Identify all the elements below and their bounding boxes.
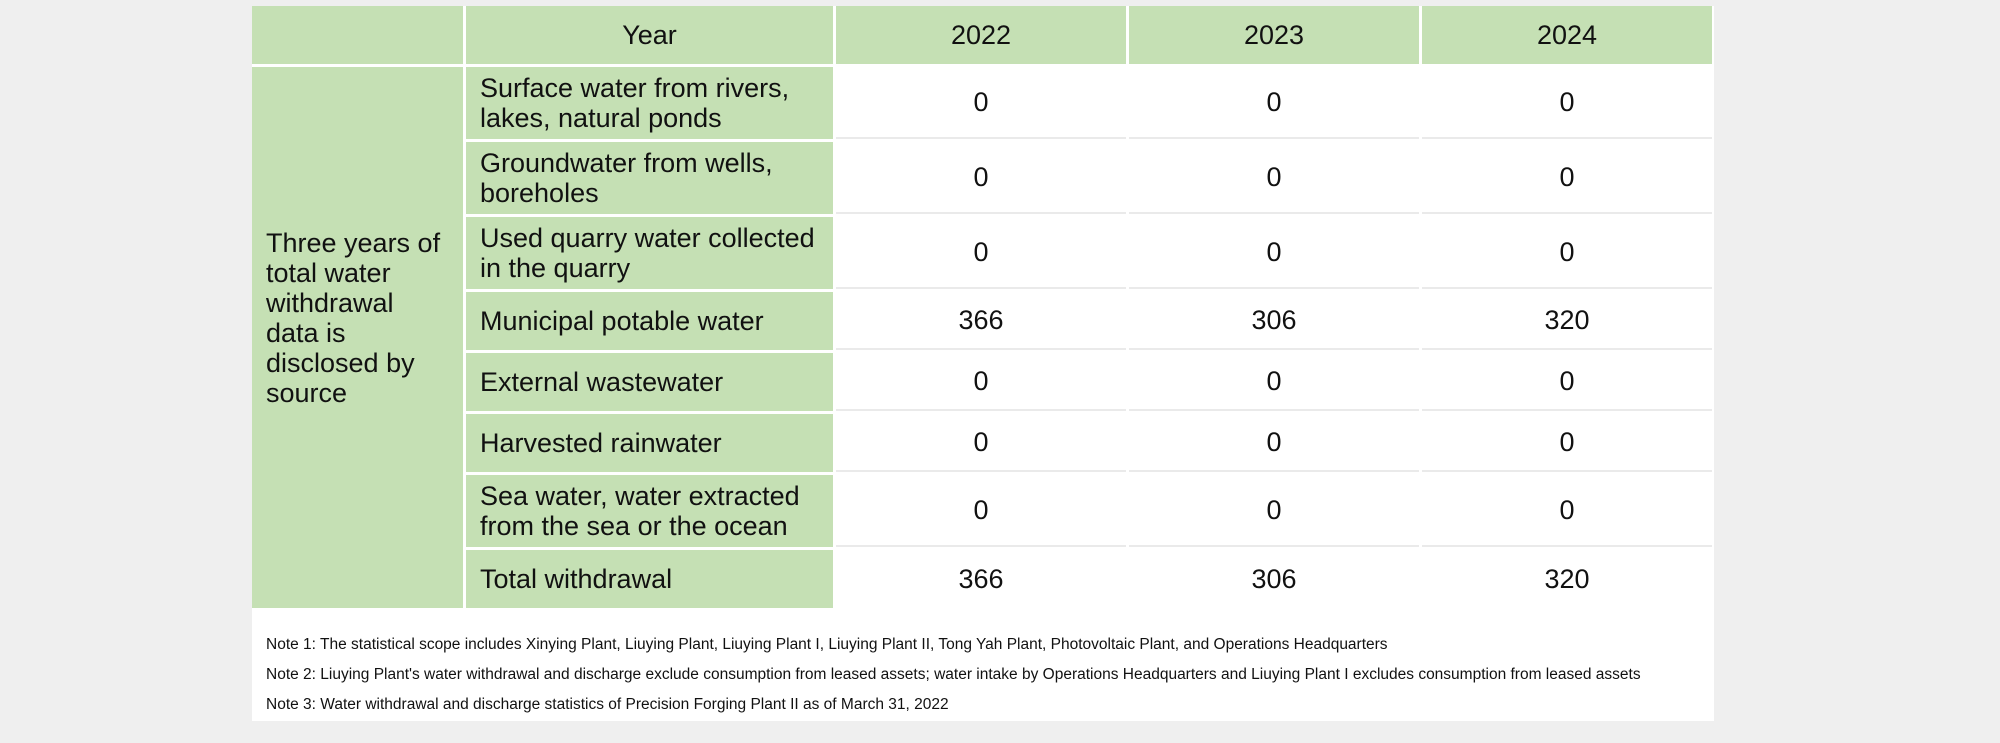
value-cell: 0 <box>1129 67 1419 139</box>
row-label: Used quarry water collected in the quarr… <box>466 217 833 289</box>
header-year-label: Year <box>466 6 833 64</box>
table-row: Harvested rainwater 0 0 0 <box>252 414 1712 472</box>
value-cell: 0 <box>836 475 1126 547</box>
side-label: Three years of total water withdrawal da… <box>252 67 463 608</box>
value-cell: 0 <box>836 142 1126 214</box>
value-cell: 320 <box>1422 292 1712 350</box>
value-cell: 306 <box>1129 292 1419 350</box>
row-label: Sea water, water extracted from the sea … <box>466 475 833 547</box>
footnotes: Note 1: The statistical scope includes X… <box>266 630 1641 720</box>
water-withdrawal-panel: Year 2022 2023 2024 Three years of total… <box>252 6 1714 721</box>
row-label: Municipal potable water <box>466 292 833 350</box>
row-label: Groundwater from wells, boreholes <box>466 142 833 214</box>
value-cell: 0 <box>1129 217 1419 289</box>
value-cell: 0 <box>1129 414 1419 472</box>
row-label: Harvested rainwater <box>466 414 833 472</box>
value-cell: 0 <box>1422 217 1712 289</box>
value-cell: 0 <box>836 67 1126 139</box>
table-row: Used quarry water collected in the quarr… <box>252 217 1712 289</box>
header-year-2022: 2022 <box>836 6 1126 64</box>
row-label: Total withdrawal <box>466 550 833 608</box>
value-cell: 0 <box>836 353 1126 411</box>
table-header-row: Year 2022 2023 2024 <box>252 6 1712 64</box>
note-1: Note 1: The statistical scope includes X… <box>266 636 1388 653</box>
value-cell: 320 <box>1422 550 1712 608</box>
value-cell: 0 <box>1422 414 1712 472</box>
table-row: Municipal potable water 366 306 320 <box>252 292 1712 350</box>
value-cell: 0 <box>1422 353 1712 411</box>
header-corner-cell <box>252 6 463 64</box>
note-2: Note 2: Liuying Plant's water withdrawal… <box>266 666 1641 683</box>
row-label: Surface water from rivers, lakes, natura… <box>466 67 833 139</box>
value-cell: 0 <box>1129 142 1419 214</box>
value-cell: 0 <box>836 414 1126 472</box>
table-row-total: Total withdrawal 366 306 320 <box>252 550 1712 608</box>
value-cell: 0 <box>1422 475 1712 547</box>
table-row: Groundwater from wells, boreholes 0 0 0 <box>252 142 1712 214</box>
table-row: External wastewater 0 0 0 <box>252 353 1712 411</box>
value-cell: 0 <box>1422 142 1712 214</box>
water-withdrawal-table: Year 2022 2023 2024 Three years of total… <box>249 3 1715 611</box>
header-year-2023: 2023 <box>1129 6 1419 64</box>
value-cell: 366 <box>836 550 1126 608</box>
value-cell: 0 <box>1129 353 1419 411</box>
note-3: Note 3: Water withdrawal and discharge s… <box>266 696 949 713</box>
row-label: External wastewater <box>466 353 833 411</box>
table-row: Three years of total water withdrawal da… <box>252 67 1712 608</box>
header-year-2024: 2024 <box>1422 6 1712 64</box>
value-cell: 366 <box>836 292 1126 350</box>
value-cell: 0 <box>836 217 1126 289</box>
value-cell: 0 <box>1129 475 1419 547</box>
value-cell: 306 <box>1129 550 1419 608</box>
table-row: Sea water, water extracted from the sea … <box>252 475 1712 547</box>
value-cell: 0 <box>1422 67 1712 139</box>
